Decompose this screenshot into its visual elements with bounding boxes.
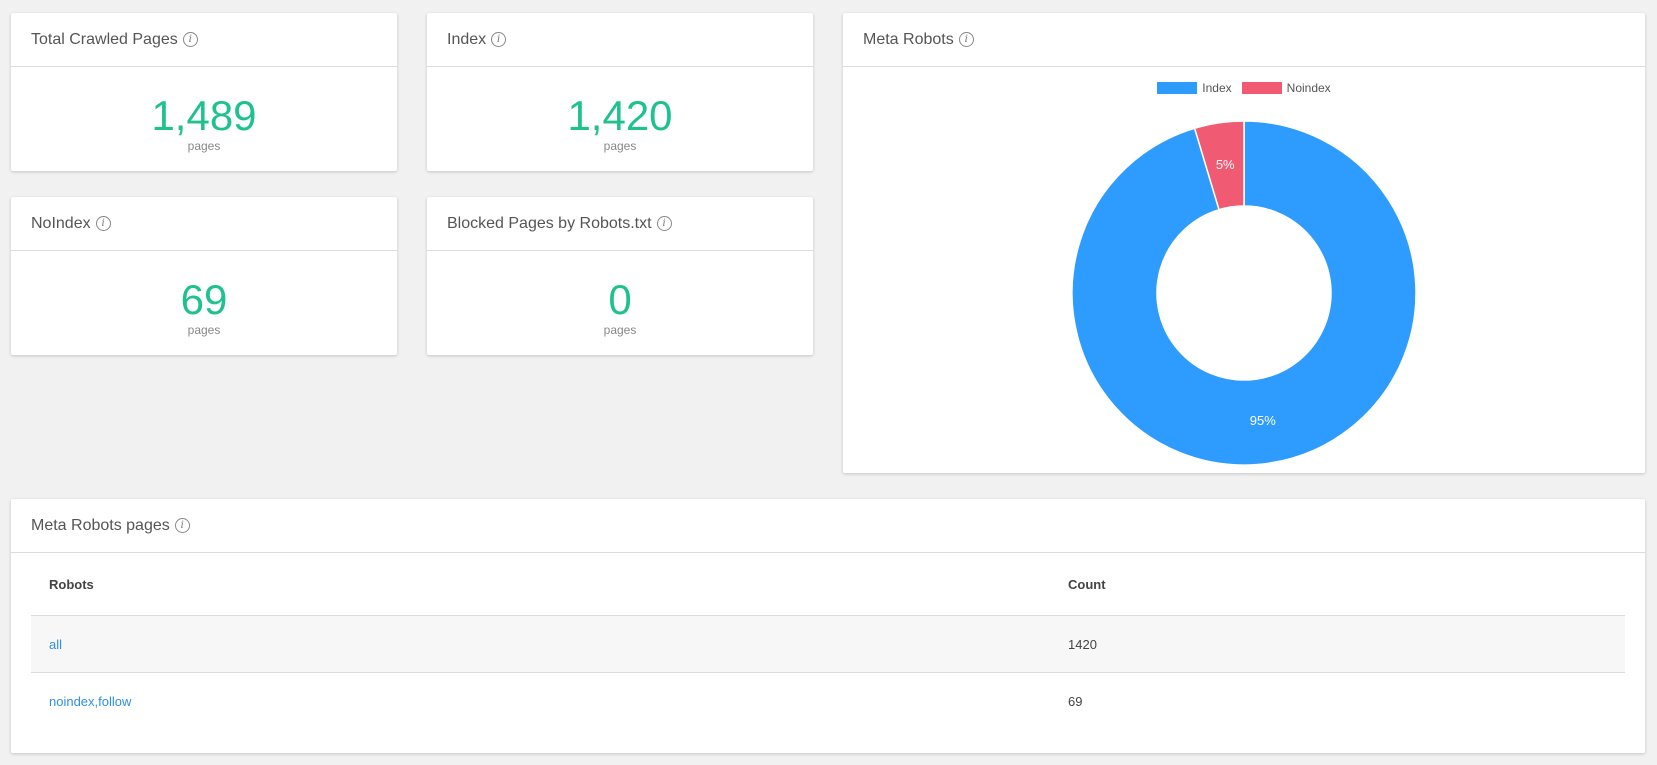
total-crawled-card: Total Crawled Pages i 1,489 pages [11, 13, 397, 171]
stat-value: 1,420 [567, 92, 673, 139]
legend-item-noindex[interactable]: Noindex [1241, 81, 1331, 95]
legend-label: Index [1202, 81, 1232, 95]
column-header-count[interactable]: Count [1050, 553, 1625, 616]
index-card: Index i 1,420 pages [427, 13, 813, 171]
card-title: Meta Robots [863, 30, 954, 48]
stat-unit: pages [187, 139, 221, 153]
table-header-row: Robots Count [31, 553, 1625, 616]
stat-unit: pages [603, 139, 637, 153]
info-icon[interactable]: i [491, 32, 507, 47]
donut-slice-index[interactable] [1071, 120, 1417, 466]
info-icon[interactable]: i [656, 216, 672, 231]
legend-label: Noindex [1286, 81, 1331, 95]
card-header: Total Crawled Pages i [11, 13, 397, 67]
meta-robots-pages-card: Meta Robots pages i Robots Count all 142… [11, 499, 1645, 753]
noindex-card: NoIndex i 69 pages [11, 197, 397, 355]
card-header: NoIndex i [11, 197, 397, 251]
card-header: Index i [427, 13, 813, 67]
card-header: Meta Robots pages i [11, 499, 1645, 553]
card-title: Total Crawled Pages [31, 30, 178, 48]
count-cell: 69 [1068, 693, 1083, 709]
info-icon[interactable]: i [958, 32, 974, 47]
meta-robots-table: Robots Count all 1420 noindex,follow 69 [31, 553, 1625, 729]
info-icon[interactable]: i [174, 518, 190, 533]
stat-unit: pages [187, 323, 221, 337]
legend-item-index[interactable]: Index [1157, 81, 1232, 95]
stat-value: 69 [180, 276, 228, 323]
card-title: Meta Robots pages [31, 516, 170, 534]
blocked-pages-card: Blocked Pages by Robots.txt i 0 pages [427, 197, 813, 355]
meta-robots-chart-card: Meta Robots i Index Noindex 95% 5% [843, 13, 1645, 473]
legend-swatch [1241, 82, 1282, 94]
donut-chart: 95% 5% [1071, 120, 1417, 466]
info-icon[interactable]: i [182, 32, 198, 47]
stat-unit: pages [603, 323, 637, 337]
card-title: Index [447, 30, 487, 48]
count-cell: 1420 [1050, 615, 1625, 673]
stat-value: 0 [608, 276, 632, 323]
legend-swatch [1157, 82, 1198, 94]
stat-value: 1,489 [151, 92, 257, 139]
card-title: Blocked Pages by Robots.txt [447, 214, 652, 232]
table-row: noindex,follow 69 [31, 673, 1625, 730]
card-title: NoIndex [31, 214, 91, 232]
robots-link[interactable]: all [49, 636, 63, 652]
table-row: all 1420 [31, 615, 1625, 673]
card-header: Meta Robots i [843, 13, 1645, 67]
donut-slice-label: 5% [1216, 157, 1235, 172]
robots-link[interactable]: noindex,follow [49, 693, 132, 709]
donut-slice-label: 95% [1250, 413, 1276, 428]
column-header-robots[interactable]: Robots [31, 553, 1050, 616]
chart-legend: Index Noindex [843, 81, 1645, 95]
info-icon[interactable]: i [95, 216, 111, 231]
donut-slice-noindex[interactable] [1193, 120, 1245, 211]
card-header: Blocked Pages by Robots.txt i [427, 197, 813, 251]
